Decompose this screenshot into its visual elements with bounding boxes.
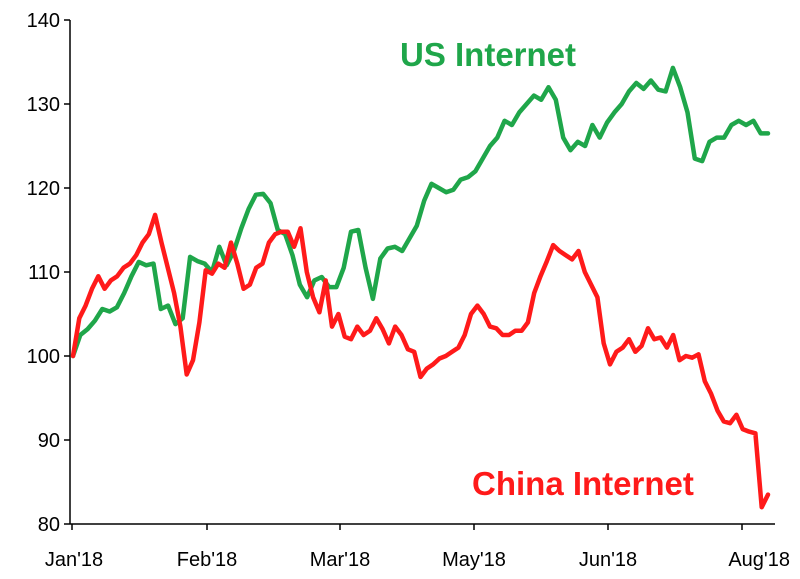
- series-line-china-internet: [70, 212, 771, 510]
- series-layer: [70, 65, 771, 510]
- y-tick-label: 80: [38, 514, 60, 536]
- y-axis-ticks: 80 90 100 110 120 130 140: [27, 10, 70, 536]
- x-tick-label: Feb'18: [177, 549, 238, 571]
- x-axis-ticks: Jan'18 Feb'18 Mar'18 May'18 Jun'18 Aug'18: [45, 524, 790, 571]
- series-label-us-internet: US Internet: [400, 36, 576, 73]
- y-tick-label: 110: [28, 262, 60, 284]
- x-tick-label: Jun'18: [579, 549, 637, 571]
- x-tick-label: Jan'18: [45, 549, 103, 571]
- y-tick-label: 100: [27, 346, 60, 368]
- x-tick-label: May'18: [442, 549, 506, 571]
- y-tick-label: 120: [27, 178, 60, 200]
- y-tick-label: 130: [27, 94, 60, 116]
- x-tick-label: Aug'18: [728, 549, 790, 571]
- series-line-us-internet: [70, 65, 771, 359]
- series-label-china-internet: China Internet: [472, 465, 694, 502]
- y-tick-label: 90: [38, 430, 60, 452]
- y-tick-label: 140: [27, 10, 60, 32]
- x-tick-label: Mar'18: [310, 549, 371, 571]
